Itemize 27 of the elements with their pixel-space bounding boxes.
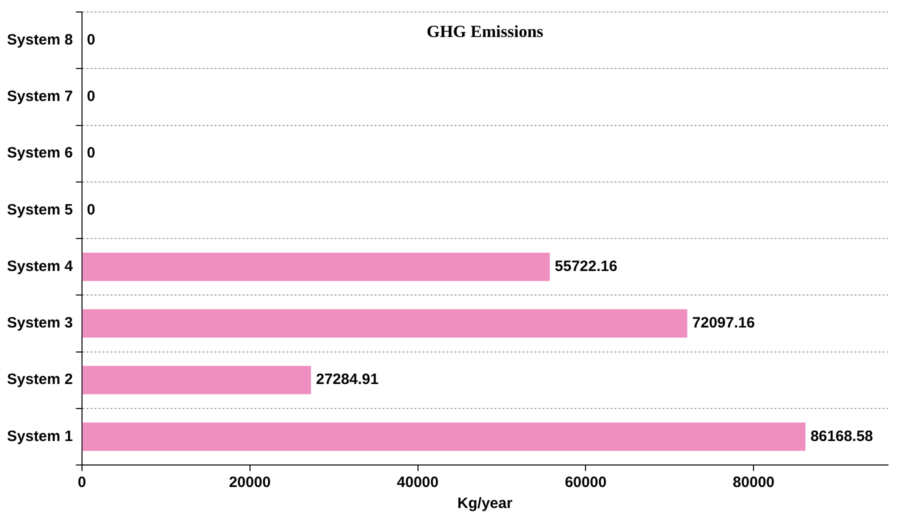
data-label: 72097.16 bbox=[692, 314, 755, 332]
bar bbox=[82, 366, 311, 394]
data-label: 86168.58 bbox=[810, 428, 874, 445]
y-tick-label: System 8 bbox=[7, 31, 73, 48]
bar bbox=[82, 252, 550, 281]
bar bbox=[82, 309, 688, 338]
data-label: 0 bbox=[86, 144, 96, 162]
x-tick-label: 20000 bbox=[228, 474, 271, 492]
y-tick-label: System 7 bbox=[7, 88, 73, 106]
x-tick-label: 0 bbox=[78, 474, 86, 492]
y-tick-label: System 3 bbox=[7, 314, 73, 332]
y-tick-label: System 1 bbox=[7, 428, 73, 445]
data-label: 0 bbox=[86, 201, 96, 218]
data-label: 27284.91 bbox=[316, 371, 379, 388]
data-label: 0 bbox=[86, 31, 96, 48]
x-tick-label: 40000 bbox=[396, 474, 439, 492]
y-tick-label: System 6 bbox=[7, 144, 73, 162]
x-tick-label: 60000 bbox=[564, 474, 607, 492]
x-axis-title: Kg/year bbox=[457, 495, 513, 512]
y-tick-label: System 5 bbox=[7, 201, 73, 218]
y-tick-label: System 2 bbox=[7, 371, 73, 388]
bar bbox=[82, 422, 806, 451]
data-label: 0 bbox=[86, 88, 96, 106]
y-tick-label: System 4 bbox=[7, 258, 74, 275]
text: GHG Emissions bbox=[426, 22, 544, 41]
data-label: 55722.16 bbox=[554, 258, 618, 275]
x-tick-label: 80000 bbox=[732, 474, 775, 492]
